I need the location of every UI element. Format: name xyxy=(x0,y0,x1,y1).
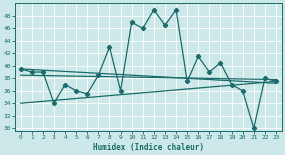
X-axis label: Humidex (Indice chaleur): Humidex (Indice chaleur) xyxy=(93,143,204,152)
